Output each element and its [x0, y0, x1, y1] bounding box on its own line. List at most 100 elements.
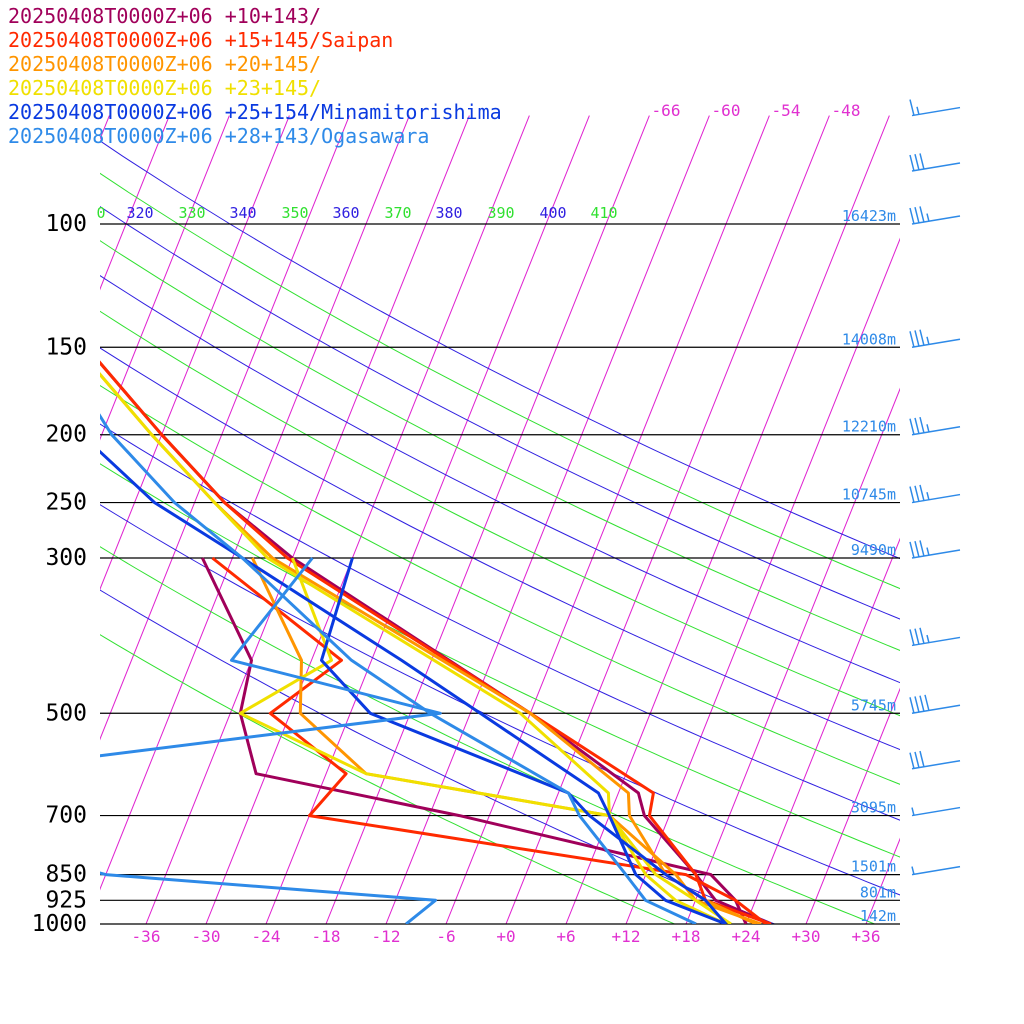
wind-barb-flag: [914, 541, 920, 558]
theta-label: 400: [539, 204, 566, 222]
wind-barb: [911, 865, 961, 876]
isotherm-line: [805, 687, 900, 924]
isotherm-line: [745, 537, 900, 924]
isotherm-line: [565, 115, 890, 924]
theta-label: 330: [178, 204, 205, 222]
theta-line: [100, 310, 900, 717]
theta-label: 350: [281, 204, 308, 222]
wind-barb-flag: [909, 629, 915, 646]
pressure-label: 300: [45, 545, 87, 571]
series-temperature-line: [100, 360, 772, 924]
legend-entry: 20250408T0000Z+06 +20+145/: [8, 52, 321, 76]
pressure-label: 850: [45, 862, 87, 888]
wind-barb-flag: [919, 329, 925, 346]
wind-barb-halfflag: [926, 424, 930, 433]
theta-line: [100, 275, 900, 684]
legend-entry: 20250408T0000Z+06 +10+143/: [8, 4, 321, 28]
wind-barb: [909, 694, 961, 715]
wind-barb-shaft: [911, 338, 961, 349]
isotherm-line: [685, 387, 900, 924]
theta-line: [100, 589, 776, 924]
theta-line: [100, 634, 676, 924]
sounding-series: [100, 115, 772, 924]
wind-barb-flag: [909, 331, 915, 348]
wind-barb-shaft: [911, 425, 961, 436]
wind-barb-flag: [919, 540, 925, 557]
wind-barb-flag: [909, 486, 915, 503]
theta-label: 340: [229, 204, 256, 222]
isotherm-line: [100, 115, 290, 591]
wind-barb-flag: [914, 696, 920, 713]
legend-entry: 20250408T0000Z+06 +15+145/Saipan: [8, 28, 393, 52]
theta-line: [100, 347, 900, 751]
theta-label: 410: [590, 204, 617, 222]
wind-barb: [909, 99, 961, 117]
background-lines: [0, 115, 1024, 924]
wind-barb-shaft: [911, 704, 961, 715]
wind-barb-halfflag: [911, 807, 915, 816]
wind-barb-flag: [919, 484, 925, 502]
x-tick-label: +12: [612, 927, 641, 946]
series-temperature-line: [100, 115, 697, 924]
height-label: 801m: [860, 883, 896, 901]
series-temperature-line: [100, 372, 727, 924]
theta-line: [100, 206, 900, 620]
wind-barb-halfflag: [926, 491, 930, 501]
pressure-label: 700: [45, 803, 87, 829]
legend-entry: 20250408T0000Z+06 +25+154/Minamitorishim…: [8, 100, 502, 124]
wind-barb: [909, 540, 961, 559]
isotherm-line: [385, 115, 710, 924]
wind-barb-flag: [914, 628, 920, 645]
x-tick-label: +24: [732, 927, 761, 946]
wind-barb: [911, 806, 961, 817]
height-label: 12210m: [842, 418, 896, 436]
wind-barb-flag: [909, 697, 915, 714]
isotherm-line: [100, 115, 350, 741]
wind-barb: [909, 206, 961, 225]
legend-entry: 20250408T0000Z+06 +23+145/: [8, 76, 321, 100]
wind-barb-flag: [919, 206, 925, 223]
wind-barb-flag: [924, 694, 930, 712]
height-label: 16423m: [842, 207, 896, 225]
legend-entry: 20250408T0000Z+06 +28+143/Ogasawara: [8, 124, 429, 148]
wind-barb-shaft: [911, 865, 961, 876]
x-tick-label: +6: [556, 927, 575, 946]
series-dewpoint-line: [201, 557, 748, 924]
wind-barbs: [909, 99, 961, 876]
wind-barb-flag: [914, 417, 920, 435]
wind-barb-shaft: [911, 215, 961, 225]
height-label: 5745m: [851, 696, 896, 714]
wind-barb-halfflag: [926, 213, 930, 222]
height-label: 3095m: [851, 799, 896, 817]
x-tick-label: -24: [252, 927, 281, 946]
wind-barb-flag: [919, 416, 925, 434]
wind-barb-flag: [919, 627, 925, 645]
wind-barb-flag: [919, 750, 925, 768]
theta-label: 320: [126, 204, 153, 222]
theta-line: [100, 172, 900, 590]
x-tick-label: -12: [372, 927, 401, 946]
height-label: 9490m: [851, 541, 896, 559]
wind-barb-flag: [909, 99, 915, 116]
pressure-label: 150: [45, 334, 87, 360]
height-label: 142m: [860, 907, 896, 925]
pressure-label: 100: [45, 211, 87, 237]
isotherm-line: [505, 115, 830, 924]
series-temperature-line: [100, 372, 757, 924]
isotherm-line: [0, 116, 49, 924]
isotherm-line: [145, 115, 470, 924]
wind-barb-halfflag: [911, 866, 915, 875]
theta-label: 360: [332, 204, 359, 222]
isotherm-line: [926, 116, 1024, 924]
isobars: [100, 223, 900, 925]
wind-barb-shaft: [911, 106, 961, 117]
isotherm-label: -54: [772, 101, 801, 120]
isotherm-line: [986, 116, 1024, 924]
series-temperature-line: [100, 449, 727, 924]
theta-line: [100, 384, 900, 785]
isotherm-line: [100, 115, 230, 441]
wind-barb-shaft: [911, 759, 961, 770]
wind-barb-flag: [909, 207, 915, 225]
